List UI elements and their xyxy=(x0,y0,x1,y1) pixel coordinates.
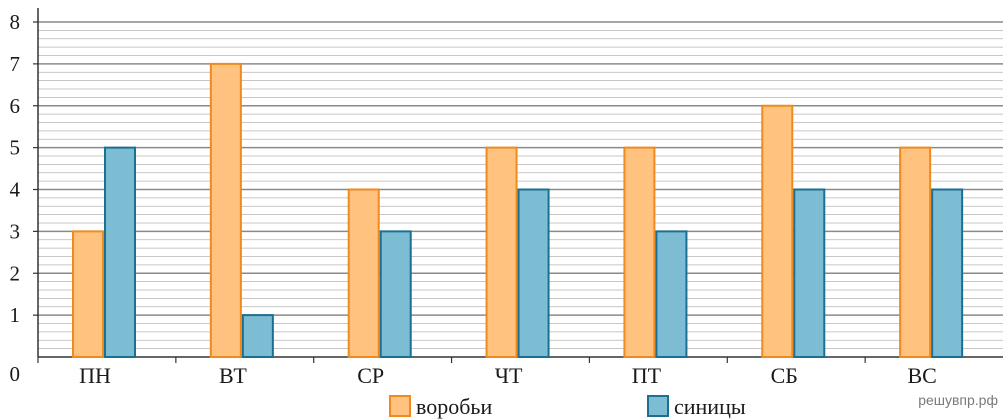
y-tick-label: 3 xyxy=(10,219,21,243)
y-tick-labels: 0 1 2 3 4 5 6 7 8 xyxy=(10,10,21,386)
bar-sinitsy-4 xyxy=(517,188,550,358)
bars xyxy=(72,62,964,358)
bar-vorobi-1 xyxy=(72,230,104,358)
bar-sinitsy-6 xyxy=(793,188,826,358)
y-tick-label: 8 xyxy=(10,10,21,34)
x-tick-label: ПТ xyxy=(632,363,662,388)
bar-sinitsy-7 xyxy=(931,188,964,358)
x-tick-label: ЧТ xyxy=(495,363,523,388)
legend-swatch-vorobi xyxy=(389,395,411,417)
bar-sinitsy-1 xyxy=(104,146,136,358)
bar-vorobi-2 xyxy=(209,62,242,358)
y-tick-label: 2 xyxy=(10,261,21,285)
bar-sinitsy-2 xyxy=(241,314,274,358)
y-tick-label: 7 xyxy=(10,52,21,76)
bar-vorobi-6 xyxy=(761,104,794,358)
legend-swatch-sinitsy xyxy=(647,395,669,417)
x-tick-label: ВТ xyxy=(219,363,247,388)
bar-vorobi-7 xyxy=(899,146,932,358)
x-tick-label: ВС xyxy=(907,363,936,388)
y-tick-label: 1 xyxy=(10,303,21,327)
legend-label-vorobi: воробьи xyxy=(416,394,492,419)
x-tick-label: СБ xyxy=(771,363,798,388)
x-tick-label: СР xyxy=(357,363,384,388)
y-tick-label: 5 xyxy=(10,136,21,160)
bar-sinitsy-3 xyxy=(379,230,412,358)
y-tick-label: 4 xyxy=(10,178,21,202)
y-tick-label: 0 xyxy=(10,362,21,386)
bar-vorobi-5 xyxy=(623,146,656,358)
y-tick-label: 6 xyxy=(10,94,21,118)
legend: воробьи синицы xyxy=(389,394,746,419)
legend-label-sinitsy: синицы xyxy=(674,394,746,419)
bar-sinitsy-5 xyxy=(655,230,688,358)
bar-vorobi-3 xyxy=(347,188,380,358)
watermark: решувпр.рф xyxy=(918,392,998,408)
x-tick-label: ПН xyxy=(79,363,111,388)
bar-vorobi-4 xyxy=(485,146,518,358)
x-tick-labels: ПН ВТ СР ЧТ ПТ СБ ВС xyxy=(79,363,937,388)
